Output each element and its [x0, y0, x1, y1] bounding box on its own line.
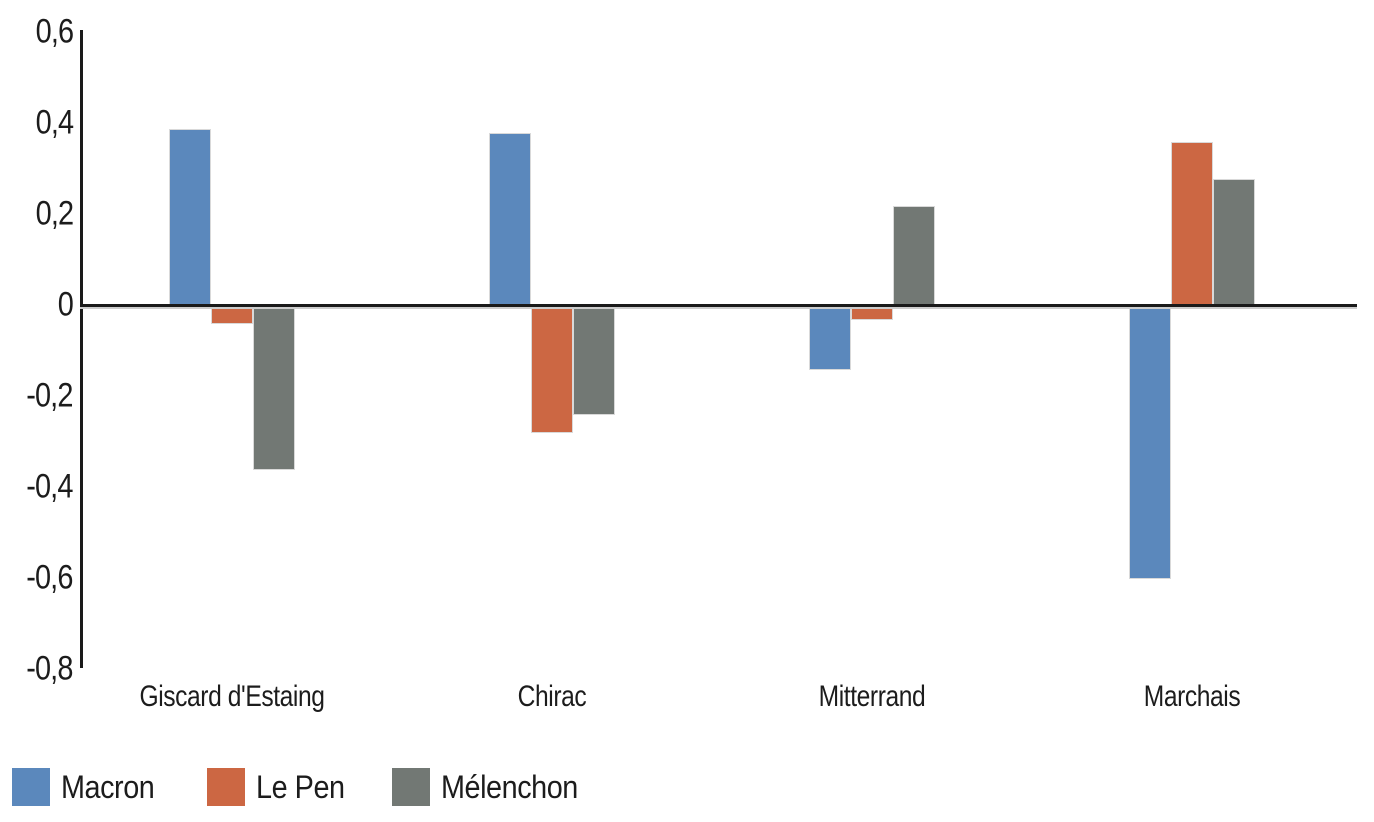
bar-melenchon-marchais — [1213, 178, 1255, 306]
bar-le-pen-chirac — [531, 306, 573, 434]
y-tick-0-2: 0,2 — [35, 194, 73, 233]
y-axis-line — [80, 30, 83, 668]
bar-macron-marchais — [1129, 306, 1171, 579]
bar-le-pen-giscard-d-estaing — [211, 306, 253, 325]
bar-macron-giscard-d-estaing — [169, 128, 211, 306]
legend-label-melenchon: Mélenchon — [441, 768, 578, 805]
y-tick-0-2: -0,2 — [26, 376, 74, 415]
bar-macron-chirac — [489, 133, 531, 306]
legend-item-melenchon: Mélenchon — [392, 768, 593, 806]
bar-melenchon-chirac — [573, 306, 615, 416]
bar-melenchon-mitterrand — [893, 205, 935, 306]
bar-melenchon-giscard-d-estaing — [253, 306, 295, 470]
bar-le-pen-marchais — [1171, 142, 1213, 306]
legend-swatch-le-pen — [207, 768, 245, 806]
legend-swatch-melenchon — [392, 768, 430, 806]
y-tick-0: 0 — [57, 285, 74, 324]
legend-item-macron: Macron — [12, 768, 165, 806]
y-tick-0-4: -0,4 — [26, 467, 74, 506]
legend-item-le-pen: Le Pen — [207, 768, 354, 806]
legend-label-macron: Macron — [61, 768, 155, 805]
y-tick-0-8: -0,8 — [26, 649, 74, 688]
x-label-marchais: Marchais — [1143, 680, 1241, 713]
bar-macron-mitterrand — [809, 306, 851, 370]
x-axis-zero-line — [80, 304, 1357, 307]
y-tick-0-6: 0,6 — [35, 12, 73, 51]
x-label-giscard-d-estaing: Giscard d'Estaing — [139, 680, 325, 713]
legend-label-le-pen: Le Pen — [256, 768, 345, 805]
y-tick-0-6: -0,6 — [26, 558, 74, 597]
bar-le-pen-mitterrand — [851, 306, 893, 320]
y-tick-0-4: 0,4 — [35, 103, 73, 142]
legend-swatch-macron — [12, 768, 50, 806]
x-label-mitterrand: Mitterrand — [818, 680, 926, 713]
x-label-chirac: Chirac — [517, 680, 587, 713]
